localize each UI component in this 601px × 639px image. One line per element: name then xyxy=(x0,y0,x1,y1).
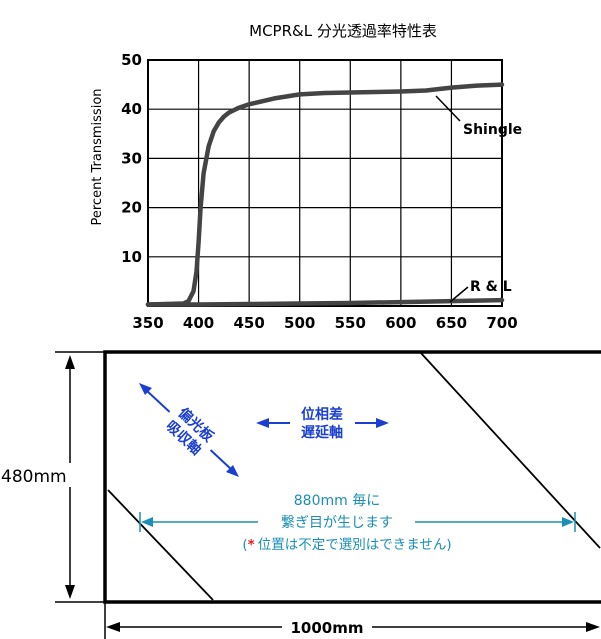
retarder-arrow-right xyxy=(376,418,389,428)
seam-note-line1: 880mm 毎に xyxy=(294,493,380,509)
sheet-outline xyxy=(103,350,601,604)
seam-line-left xyxy=(107,489,214,601)
x-tick-label: 500 xyxy=(284,314,315,332)
polarizer-arrow-lower xyxy=(226,465,239,477)
shingle-leader-line xyxy=(435,95,461,122)
height-label-bg xyxy=(28,463,102,487)
seam-note-line3: (* 位置は不定で選別はできません) xyxy=(242,537,451,553)
series-line-shingle xyxy=(145,82,505,307)
chart-title: MCPR&L 分光透過率特性表 xyxy=(249,22,437,40)
y-tick-label: 30 xyxy=(121,149,142,167)
series-line-rl xyxy=(145,297,505,307)
height-arrow-bottom xyxy=(65,585,75,599)
seam-dim-arrow-right xyxy=(562,517,574,527)
seam-note-suffix: ) xyxy=(446,537,451,553)
seam-note-prefix: ( xyxy=(242,537,247,553)
y-axis-label: Percent Transmission xyxy=(90,88,105,225)
retarder-label-line2: 遅延軸 xyxy=(301,424,343,441)
chart-grid xyxy=(147,59,503,307)
legend-label-rl: R & L xyxy=(470,279,512,295)
x-tick-label: 600 xyxy=(385,314,416,332)
y-tick-label: 40 xyxy=(121,100,142,118)
y-tick-label: 20 xyxy=(121,199,142,217)
retarder-arrow-left xyxy=(256,418,269,428)
x-tick-label: 350 xyxy=(132,314,163,332)
width-label: 1000mm xyxy=(290,619,363,637)
polarizer-arrow-upper xyxy=(139,383,152,395)
x-tick-label: 450 xyxy=(233,314,264,332)
chart-frame xyxy=(147,59,503,307)
y-tick-label: 10 xyxy=(121,248,142,266)
x-tick-label: 700 xyxy=(486,314,517,332)
x-tick-label: 650 xyxy=(436,314,467,332)
asterisk-icon: * xyxy=(248,537,255,553)
chart-tick-labels: 350 400 450 500 550 600 650 700 10 20 30 40 50 xyxy=(121,51,518,332)
seam-note-text: 位置は不定で選別はできません xyxy=(258,537,447,553)
seam-note-line2: 繋ぎ目が生じます xyxy=(281,515,393,531)
retarder-label-line1: 位相差 xyxy=(301,406,343,423)
polarizer-label-bg xyxy=(157,395,226,464)
rl-leader-line xyxy=(449,286,469,303)
height-arrow-top xyxy=(65,355,75,369)
x-tick-label: 550 xyxy=(335,314,366,332)
y-tick-label: 50 xyxy=(121,51,142,69)
width-arrow-left xyxy=(106,622,120,632)
width-arrow-right xyxy=(586,622,600,632)
seam-dim-arrow-left xyxy=(141,517,153,527)
x-tick-label: 400 xyxy=(183,314,214,332)
legend-label-shingle: Shingle xyxy=(463,122,522,138)
seam-line-right xyxy=(419,351,601,549)
height-label: 480mm xyxy=(1,467,67,487)
chart-series xyxy=(145,82,505,307)
